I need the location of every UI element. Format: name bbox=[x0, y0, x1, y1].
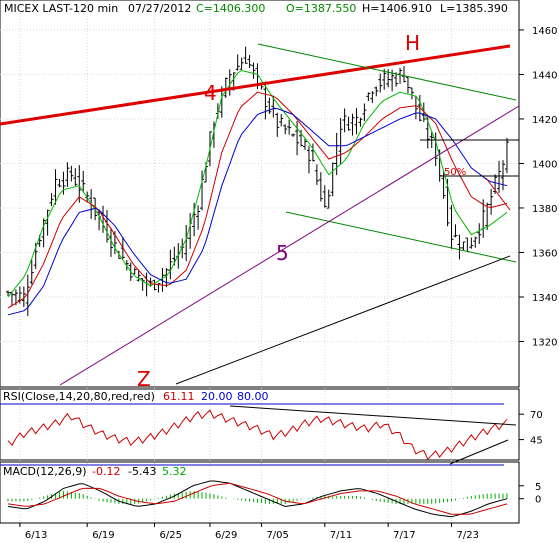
header-high: H=1406.910 bbox=[362, 2, 432, 15]
rsi-value: 61.11 bbox=[163, 390, 195, 403]
rsi-panel bbox=[0, 388, 520, 461]
label-z: Z bbox=[137, 367, 151, 391]
red-trend-line bbox=[0, 44, 511, 126]
rsi-level-low: 20.00 bbox=[201, 390, 233, 403]
price-tick-label: 1340 bbox=[532, 293, 557, 304]
macd-signal-line bbox=[7, 482, 508, 515]
time-tick-label: 6/25 bbox=[160, 530, 182, 541]
black-trend-line bbox=[175, 255, 511, 385]
time-tick-label: 7/17 bbox=[393, 530, 415, 541]
green-channel-lower bbox=[285, 211, 517, 263]
header-low: L=1385.390 bbox=[440, 2, 508, 15]
rsi-lines bbox=[0, 403, 517, 466]
rsi-tick-label: 70 bbox=[530, 410, 543, 421]
rsi-divergence-upper bbox=[229, 405, 517, 426]
macd-panel bbox=[0, 461, 520, 524]
time-tick-label: 7/23 bbox=[457, 530, 479, 541]
header-symbol: MICEX LAST-120 min bbox=[4, 2, 118, 15]
macd-hist: 5.32 bbox=[162, 465, 187, 478]
price-tick-label: 1440 bbox=[532, 70, 557, 81]
price-tick-label: 1460 bbox=[532, 26, 557, 37]
header-close: C=1406.300 bbox=[196, 2, 265, 15]
macd-title: MACD(12,26,9) bbox=[3, 465, 87, 478]
price-tick-label: 1400 bbox=[532, 159, 557, 170]
fib-diagonal bbox=[485, 177, 511, 211]
rsi-line bbox=[7, 409, 508, 461]
price-tick-label: 1380 bbox=[532, 204, 557, 215]
rsi-tick-label: 45 bbox=[530, 436, 543, 447]
time-tick-label: 6/29 bbox=[215, 530, 237, 541]
ma_mid-line bbox=[7, 91, 508, 309]
time-tick-label: 7/11 bbox=[330, 530, 352, 541]
header-date: 07/27/2012 bbox=[128, 2, 191, 15]
purple-trend-line bbox=[59, 105, 520, 386]
price-panel bbox=[0, 0, 520, 388]
time-tick-label: 7/05 bbox=[266, 530, 288, 541]
time-tick-label: 6/19 bbox=[92, 530, 114, 541]
rsi-level-high: 80.00 bbox=[237, 390, 269, 403]
wave-4-label: 4 bbox=[204, 81, 217, 105]
label-h: H bbox=[405, 31, 420, 55]
green-channel-upper bbox=[257, 43, 517, 101]
grid bbox=[0, 1, 519, 523]
moving-averages bbox=[7, 69, 508, 316]
macd-tick-label: 0 bbox=[535, 495, 541, 506]
price-tick-label: 1360 bbox=[532, 248, 557, 259]
macd-tick-label: 5 bbox=[535, 482, 541, 493]
price-tick-label: 1320 bbox=[532, 337, 557, 348]
macd-line bbox=[7, 480, 508, 518]
price-tick-label: 1420 bbox=[532, 115, 557, 126]
macd-signal: -5.43 bbox=[128, 465, 156, 478]
rsi-title: RSI(Close,14,20,80,red,red) bbox=[3, 390, 155, 403]
rsi-divergence-lower bbox=[449, 439, 509, 465]
macd-value: -0.12 bbox=[92, 465, 120, 478]
axis-ticks: 1320 1340 1360 1380 1400 1420 1440 1460 6/13 6/19… bbox=[19, 26, 557, 541]
trend-lines bbox=[0, 43, 520, 386]
ma_slow-line bbox=[7, 108, 508, 316]
wave-5-label: 5 bbox=[276, 241, 289, 265]
header-open: O=1387.550 bbox=[286, 2, 356, 15]
macd-lines bbox=[7, 480, 508, 518]
fib-50-label: 50% bbox=[444, 167, 466, 178]
time-tick-label: 6/13 bbox=[25, 530, 47, 541]
